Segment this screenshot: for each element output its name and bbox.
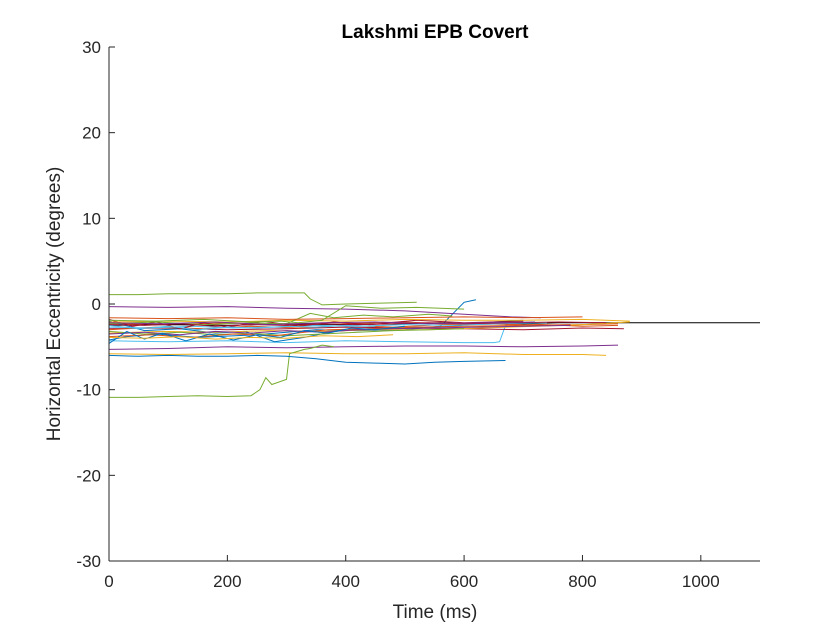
- x-tick-label: 200: [213, 572, 241, 591]
- y-tick-label: -10: [76, 381, 101, 400]
- plot-lines: [108, 292, 760, 398]
- x-tick-label: 600: [450, 572, 478, 591]
- y-tick-label: 0: [92, 295, 101, 314]
- series-line-5: [109, 344, 334, 398]
- series-line-25: [108, 316, 583, 320]
- x-axis-label: Time (ms): [393, 602, 478, 623]
- series-line-21: [108, 312, 453, 326]
- series-line-15: [108, 322, 547, 329]
- x-tick-label: 1000: [682, 572, 720, 591]
- y-axis-label: Horizontal Eccentricity (degrees): [44, 167, 65, 442]
- series-line-27: [108, 321, 536, 326]
- series-line-3: [108, 352, 607, 356]
- x-axis-ticks: 0 200 400 600 800 1000: [104, 555, 720, 591]
- series-line-26: [108, 305, 465, 324]
- y-tick-label: 10: [82, 209, 101, 228]
- series-line-28: [108, 334, 394, 340]
- x-tick-label: 800: [568, 572, 596, 591]
- y-tick-label: 30: [82, 38, 101, 57]
- y-tick-label: -20: [76, 466, 101, 485]
- series-line-17: [108, 354, 506, 365]
- x-tick-label: 0: [104, 572, 113, 591]
- series-line-19: [108, 318, 630, 323]
- series-line-22: [108, 324, 376, 331]
- x-tick-label: 400: [332, 572, 360, 591]
- chart-title: Lakshmi EPB Covert: [342, 22, 530, 43]
- series-line-4: [108, 344, 619, 350]
- series-line-8: [109, 292, 417, 306]
- y-axis-ticks: -30 -20 -10 0 10 20 30: [76, 38, 115, 571]
- y-tick-label: 20: [82, 124, 101, 143]
- y-tick-label: -30: [76, 552, 101, 571]
- series-line-13: [108, 306, 542, 319]
